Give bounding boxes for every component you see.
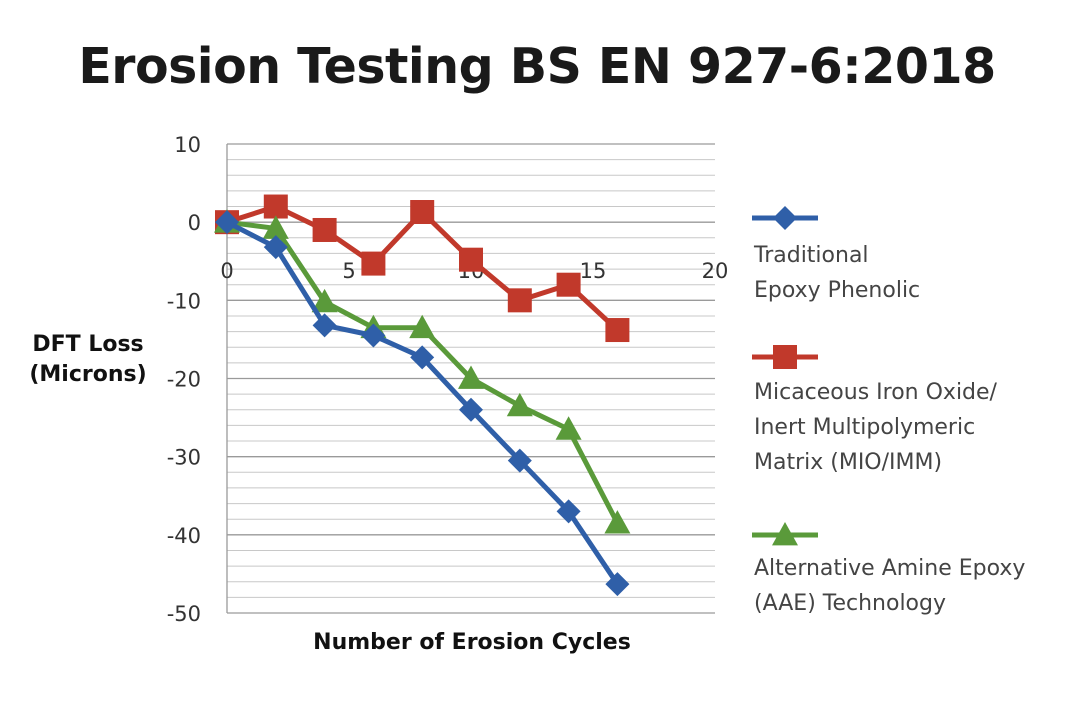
data-point: [312, 217, 337, 242]
legend-markers: [752, 206, 818, 546]
y-axis-label-line-1: DFT Loss: [32, 332, 144, 357]
y-tick-label: -20: [167, 368, 201, 392]
y-tick-label: -10: [167, 289, 201, 313]
legend-label-line: Micaceous Iron Oxide/: [754, 380, 997, 405]
data-point: [410, 200, 435, 225]
data-point: [604, 510, 631, 534]
legend-symbol: [773, 345, 797, 369]
data-point: [361, 323, 386, 348]
data-point: [410, 345, 435, 370]
series-square: [215, 194, 630, 343]
legend-marker: [752, 206, 818, 230]
x-tick-label: 5: [342, 259, 355, 283]
data-point: [459, 397, 483, 422]
legend-symbol: [772, 522, 798, 546]
data-point: [556, 272, 581, 297]
x-tick-label: 20: [702, 259, 729, 283]
legend-entry-mio-imm: Micaceous Iron Oxide/ Inert Multipolymer…: [754, 375, 997, 480]
series-diamond: [215, 210, 630, 597]
data-point: [458, 365, 484, 389]
data-point: [262, 215, 289, 239]
data-point: [506, 392, 533, 417]
x-tick-label: 0: [220, 259, 233, 283]
legend-label-line: Traditional: [754, 243, 869, 268]
data-point: [311, 288, 338, 313]
data-point: [507, 448, 532, 473]
data-point: [409, 314, 436, 339]
data-point: [605, 572, 630, 597]
legend-marker: [752, 345, 818, 369]
data-point: [263, 235, 288, 260]
series-group: [214, 194, 631, 597]
x-axis-label: Number of Erosion Cycles: [313, 630, 631, 655]
legend-label-line: Epoxy Phenolic: [754, 278, 921, 303]
legend-symbol: [773, 206, 797, 230]
y-tick-label: -30: [167, 446, 201, 470]
data-point: [215, 210, 239, 235]
legend-label-line: Alternative Amine Epoxy: [754, 556, 1026, 581]
chart-title: Erosion Testing BS EN 927-6:2018: [78, 38, 996, 95]
legend-label-line: Matrix (MIO/IMM): [754, 450, 943, 475]
data-point: [312, 313, 337, 338]
grid: [226, 143, 715, 614]
legend-marker: [752, 522, 818, 546]
data-point: [507, 288, 532, 313]
legend-entry-traditional-epoxy-phenolic: Traditional Epoxy Phenolic: [754, 238, 920, 308]
data-point: [605, 318, 630, 343]
data-point: [263, 194, 288, 219]
data-point: [361, 251, 386, 276]
y-axis-ticks: 10 0 -10 -20 -30 -40 -50: [167, 133, 201, 626]
y-axis-label-line-2: (Microns): [29, 362, 147, 387]
y-tick-label: 10: [174, 133, 201, 157]
y-tick-label: 0: [188, 211, 201, 235]
legend-entry-aae-technology: Alternative Amine Epoxy (AAE) Technology: [754, 551, 1025, 621]
x-tick-label: 15: [580, 259, 607, 283]
data-point: [556, 499, 581, 524]
legend-label-line: (AAE) Technology: [754, 591, 947, 616]
y-axis-label: DFT Loss (Microns): [18, 330, 158, 390]
y-tick-label: -50: [167, 602, 201, 626]
series-line: [226, 204, 620, 332]
data-point: [555, 416, 582, 440]
data-point: [459, 247, 483, 272]
y-tick-label: -40: [167, 524, 201, 548]
legend-label-line: Inert Multipolymeric: [754, 415, 976, 440]
